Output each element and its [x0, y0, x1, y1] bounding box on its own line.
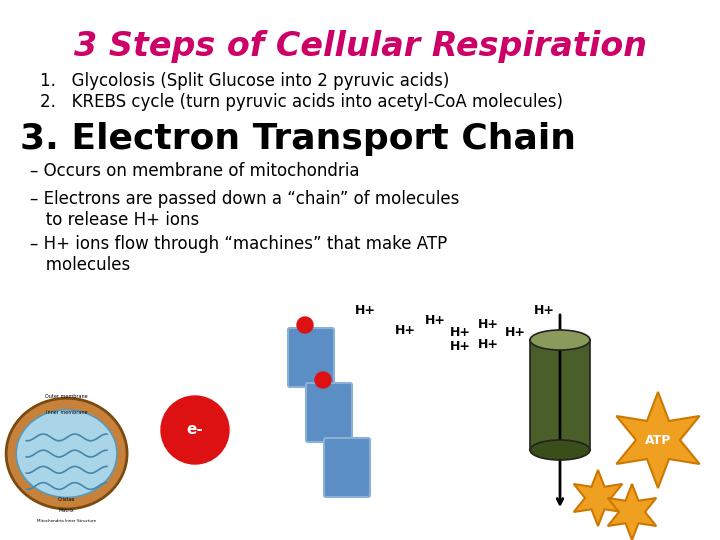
Text: H+: H+: [425, 314, 446, 327]
Polygon shape: [608, 484, 656, 540]
Text: – Electrons are passed down a “chain” of molecules
   to release H+ ions: – Electrons are passed down a “chain” of…: [30, 190, 459, 229]
Ellipse shape: [530, 330, 590, 350]
Text: ATP: ATP: [645, 434, 671, 447]
Text: Inner membrane: Inner membrane: [46, 410, 87, 415]
Ellipse shape: [6, 398, 127, 509]
Text: e-: e-: [186, 422, 203, 437]
Polygon shape: [574, 470, 622, 526]
Text: – Occurs on membrane of mitochondria: – Occurs on membrane of mitochondria: [30, 162, 359, 180]
Text: Outer membrane: Outer membrane: [45, 394, 88, 399]
Text: 3. Electron Transport Chain: 3. Electron Transport Chain: [20, 122, 576, 156]
FancyBboxPatch shape: [288, 328, 334, 387]
Polygon shape: [530, 340, 590, 450]
Text: 3 Steps of Cellular Respiration: 3 Steps of Cellular Respiration: [73, 30, 647, 63]
Circle shape: [161, 396, 229, 464]
Circle shape: [297, 317, 313, 333]
Text: H+: H+: [534, 303, 554, 316]
Text: H+: H+: [449, 326, 470, 339]
Text: Cristae: Cristae: [58, 497, 76, 502]
Text: Matrix: Matrix: [59, 508, 74, 512]
Text: H+: H+: [477, 319, 498, 332]
Ellipse shape: [530, 440, 590, 460]
Text: H+: H+: [477, 339, 498, 352]
Text: 1.   Glycolosis (Split Glucose into 2 pyruvic acids): 1. Glycolosis (Split Glucose into 2 pyru…: [40, 72, 449, 90]
Text: 2.   KREBS cycle (turn pyruvic acids into acetyl-CoA molecules): 2. KREBS cycle (turn pyruvic acids into …: [40, 93, 563, 111]
Text: – H+ ions flow through “machines” that make ATP
   molecules: – H+ ions flow through “machines” that m…: [30, 235, 447, 274]
Polygon shape: [616, 392, 700, 488]
Text: H+: H+: [395, 323, 415, 336]
Text: Mitochondria Inner Structure: Mitochondria Inner Structure: [37, 519, 96, 523]
Ellipse shape: [16, 410, 117, 497]
Circle shape: [315, 372, 331, 388]
FancyBboxPatch shape: [324, 438, 370, 497]
Text: H+: H+: [354, 303, 376, 316]
FancyBboxPatch shape: [306, 383, 352, 442]
Text: H+: H+: [449, 341, 470, 354]
Text: H+: H+: [505, 326, 526, 339]
